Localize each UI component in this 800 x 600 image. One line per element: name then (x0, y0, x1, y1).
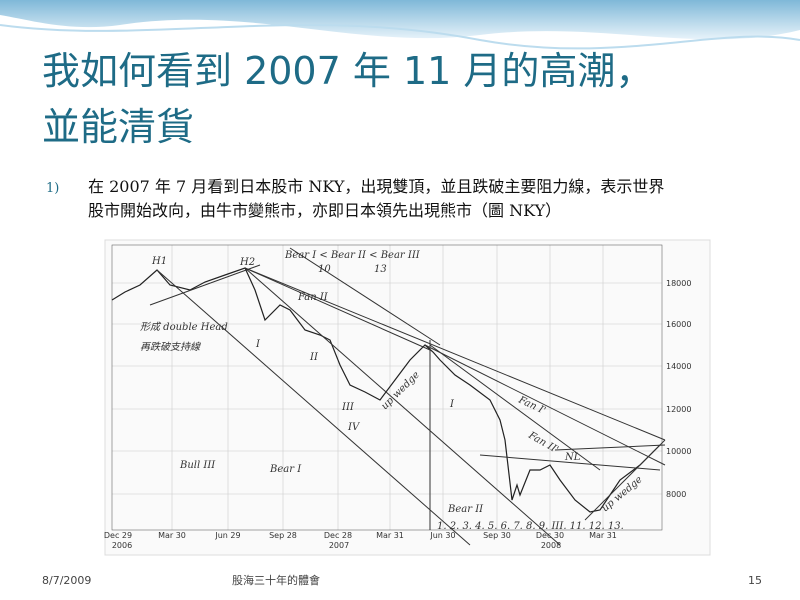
bullet-marker: 1) (46, 181, 59, 196)
header-wave (0, 0, 800, 40)
bullet-text: 股市開始改向，由牛市變熊市，亦即日本領先出現熊市（圖 NKY） (88, 201, 561, 220)
trend-lines (149, 247, 666, 546)
year-label: 2008 (541, 541, 561, 550)
figure-annotation: I (255, 339, 261, 350)
x-axis-label: Dec 29 (104, 531, 132, 540)
figure-annotation: IV (347, 422, 361, 433)
y-axis-label: 8000 (666, 490, 686, 499)
x-axis-label: Dec 30 (536, 531, 564, 540)
y-axis-label: 14000 (666, 362, 691, 371)
figure-annotation: Fan II (297, 292, 329, 303)
figure-annotation: II (309, 352, 319, 363)
title-line: 我如何看到 2007 年 11 月的高潮， (42, 49, 653, 93)
wave-line (0, 24, 800, 50)
x-axis-label: Mar 31 (589, 531, 617, 540)
figure-annotation: H2 (239, 257, 255, 268)
figure-frame (104, 239, 711, 556)
figure-annotation: 形成 double Head (140, 321, 228, 333)
figure-annotation: NL (564, 452, 581, 463)
footer-date: 8/7/2009 (42, 574, 91, 587)
price-line (111, 267, 661, 513)
figure-grid (111, 244, 663, 531)
figure-annotation: I (449, 399, 455, 410)
year-label: 2006 (112, 541, 132, 550)
footer-text: 股海三十年的體會 (232, 573, 320, 587)
y-axis-label: 10000 (666, 447, 691, 456)
x-axis-label: Jun 30 (429, 531, 455, 540)
figure-annotation: Bear I < Bear II < Bear III (284, 250, 421, 261)
x-axis-label: Dec 28 (324, 531, 352, 540)
figure-annotation: Bear I (269, 464, 302, 475)
x-axis-label: Jun 29 (214, 531, 240, 540)
x-axis-label: Mar 31 (376, 531, 404, 540)
figure-annotation: Bull III (179, 460, 216, 471)
figure-annotation: Bear II (447, 504, 484, 515)
figure-annotation: III (341, 402, 355, 413)
x-axis-label: Sep 28 (269, 531, 297, 540)
figure-annotation: 1. 2. 3. 4. 5. 6. 7. 8. 9. III. 11. 12. … (437, 521, 624, 532)
x-axis-label: Sep 30 (483, 531, 511, 540)
y-axis-label: 18000 (666, 279, 691, 288)
y-axis-label: 12000 (666, 405, 691, 414)
y-axis-label: 16000 (666, 320, 691, 329)
figure (104, 239, 711, 556)
x-axis-label: Mar 30 (158, 531, 186, 540)
title-line: 並能清貨 (42, 105, 194, 149)
figure-annotation: 13 (374, 264, 387, 275)
figure-annotation: 10 (318, 264, 331, 275)
year-label: 2007 (329, 541, 349, 550)
figure-annotation: H1 (151, 256, 167, 267)
figure-annotation: 再跌破支持線 (140, 341, 201, 353)
bullet-text: 在 2007 年 7 月看到日本股市 NKY，出現雙頂，並且跌破主要阻力線，表示… (88, 177, 664, 196)
page-number: 15 (748, 574, 762, 587)
